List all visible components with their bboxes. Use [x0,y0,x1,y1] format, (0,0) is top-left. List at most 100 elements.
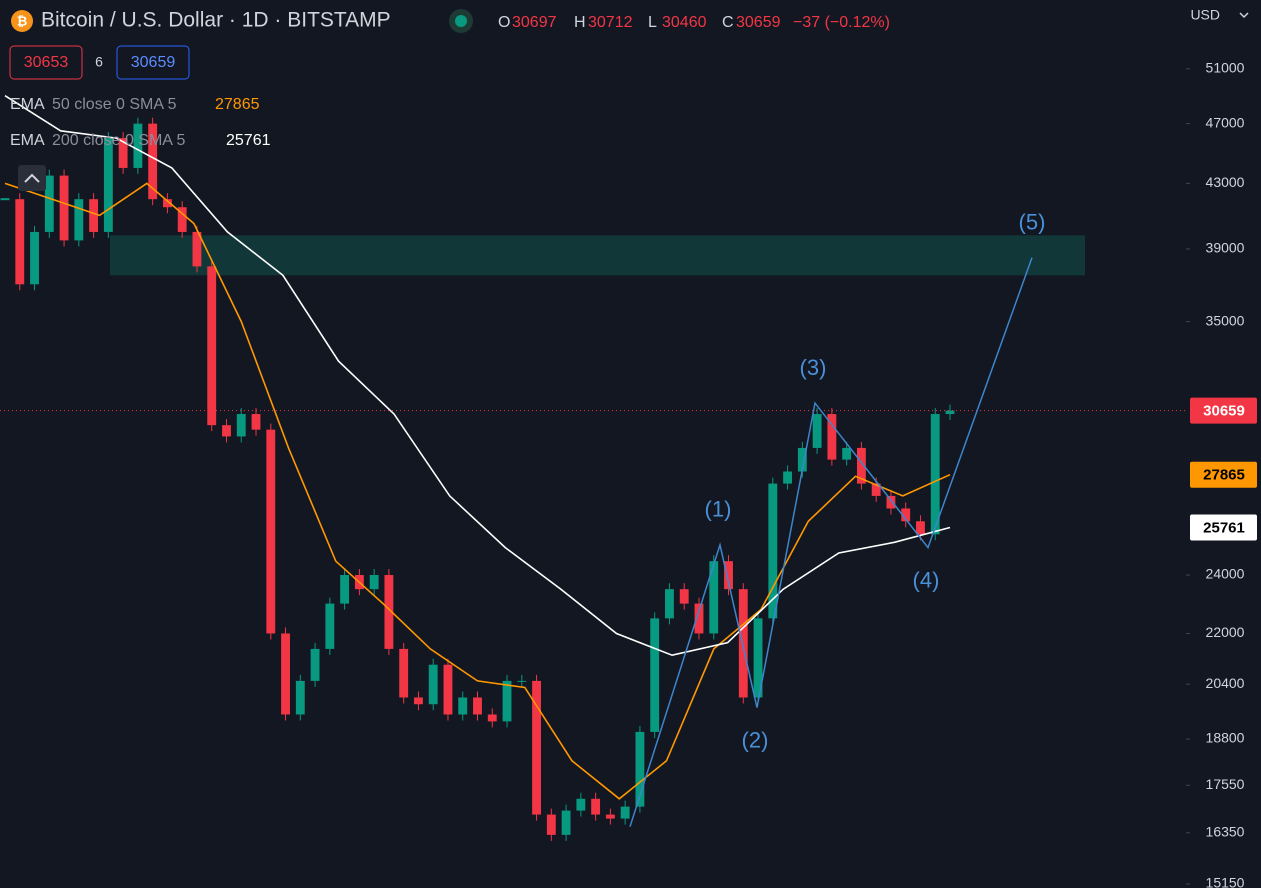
currency[interactable]: USD [1190,7,1220,23]
candle [30,231,39,285]
sell-price: 30653 [24,54,69,71]
resistance-zone [110,235,1085,276]
candle [797,447,807,472]
y-tick-label: 16350 [1206,824,1245,840]
spread: 6 [95,54,103,70]
candle [59,175,69,241]
candle [133,123,143,168]
price-label: 30659 [1203,403,1245,420]
currency-caret [1239,12,1249,19]
plot [0,68,1190,885]
candle [89,199,99,232]
ohlc: O 30697 H 30712 L 30460 C 30659 −37 (−0.12%) [498,14,890,31]
candle [281,633,290,715]
y-tick-label: 39000 [1206,240,1245,256]
ohlc-value: 30697 [512,14,557,31]
candle [103,138,113,232]
candle [665,589,674,619]
candle [266,429,276,634]
legend-value: 27865 [215,96,260,113]
candle [709,561,719,634]
candle [916,521,925,535]
ema-line [4,182,951,800]
candle [546,814,556,835]
candle [222,425,231,437]
candle [827,414,837,460]
collapse-icon [24,173,40,183]
candle [783,471,793,484]
candle [945,410,955,415]
ema-line [4,95,951,657]
y-tick-label: 35000 [1206,312,1245,328]
candle [812,414,822,448]
candle [487,714,497,722]
change: −37 (−0.12%) [793,14,890,31]
ohlc-label: H [574,14,586,31]
collapse-button[interactable] [18,165,46,191]
candle [694,603,704,634]
candle [532,680,541,815]
candle [842,447,852,460]
buy-box[interactable] [116,45,190,80]
candle [428,664,438,705]
ohlc-value: 30460 [662,14,707,31]
ohlc-value: 30659 [736,14,781,31]
y-tick-label: 15150 [1206,875,1245,888]
wave-label: (2) [742,727,769,752]
candle [251,414,261,430]
price-label-box [1190,397,1257,424]
y-tick-label: 18800 [1206,730,1245,746]
candle [679,589,689,604]
candle [576,798,586,811]
candle [768,483,778,619]
candle [738,589,748,698]
candle [310,648,320,681]
candle [118,138,128,168]
candle [930,414,940,535]
y-tick-label: 22000 [1206,624,1245,640]
y-tick-label: 17550 [1206,776,1245,792]
wave-label: (5) [1019,209,1046,234]
y-tick-label: 24000 [1206,566,1245,582]
legend-value: 25761 [226,132,271,149]
candle [74,199,84,241]
candle [340,575,350,604]
legend: EMA 50 close 0 SMA 5 27865 EMA 200 close 0 S… [10,96,271,149]
price-label-box [1190,461,1257,488]
ohlc-label: L [648,14,657,31]
wave-path [629,257,1033,827]
legend-params: 50 close 0 SMA 5 [52,96,177,113]
candle [753,618,763,698]
ohlc-label: O [498,14,510,31]
price-label: 27865 [1203,467,1245,484]
candle [192,231,202,267]
candle [207,266,217,426]
candle [620,806,630,819]
ohlc-value: 30712 [588,14,633,31]
candle [295,680,305,715]
wave-label: (4) [913,567,940,592]
bitcoin-glyph: ₿ [17,13,28,28]
candle [384,575,394,649]
candle [502,680,512,722]
candle [605,814,615,819]
y-tick-label: 20400 [1206,675,1245,691]
candle [901,508,911,522]
status-dot [455,15,467,27]
candle [635,731,645,807]
candle [148,123,158,200]
candle [871,483,881,496]
candle [414,697,423,705]
y-tick-label: 47000 [1206,114,1245,130]
candle [591,798,601,815]
sell-box[interactable] [9,45,83,80]
candle [886,495,896,509]
candle [325,603,335,649]
candle [458,697,468,715]
wave-label: (1) [705,497,732,522]
candle [177,207,187,232]
price-label-box [1190,514,1257,541]
candle [44,175,54,232]
